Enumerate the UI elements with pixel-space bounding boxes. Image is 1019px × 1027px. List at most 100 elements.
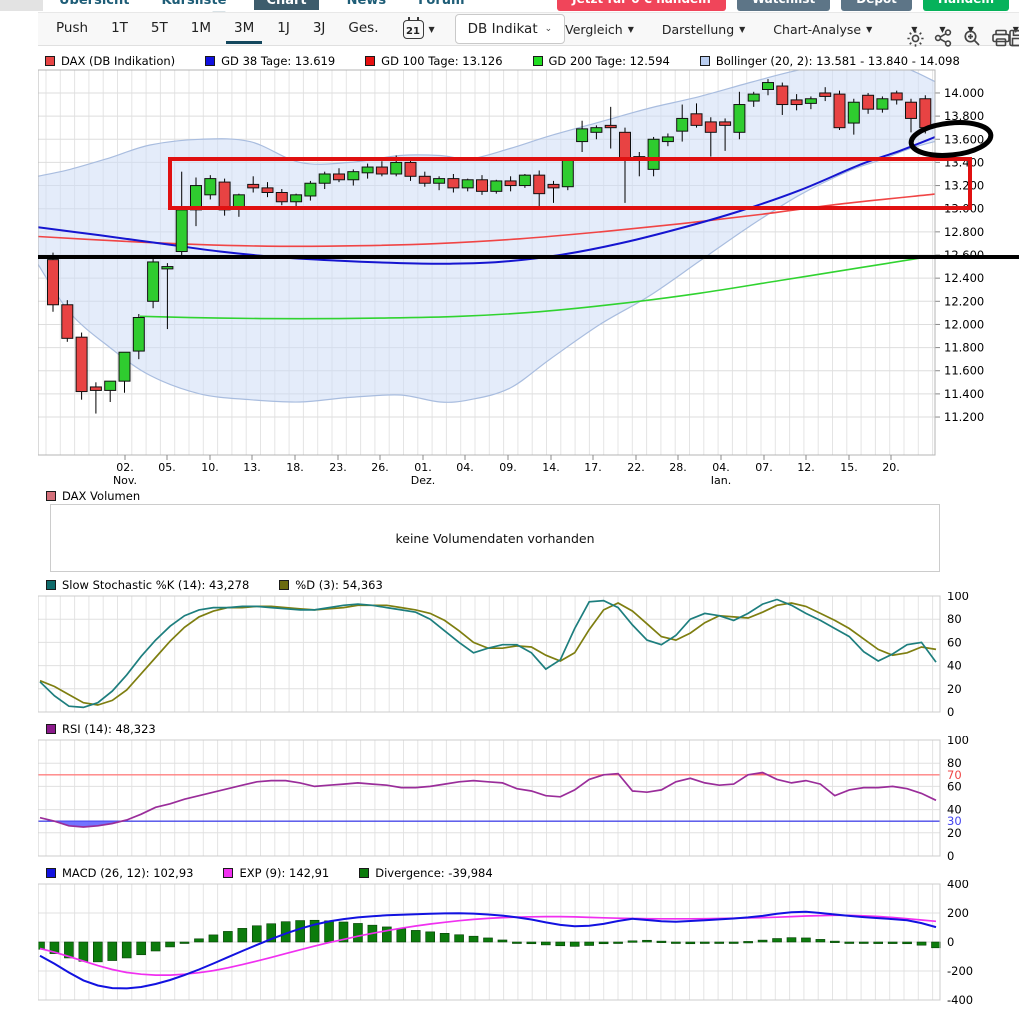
divergence-bar [49,941,60,954]
volume-empty-message: keine Volumendaten vorhanden [395,530,595,546]
chevron-down-icon: ▼ [428,24,435,34]
main-legend-item: DAX (DB Indikation) [45,54,175,68]
range-1j[interactable]: 1J [277,19,290,36]
share-button[interactable]: ▼ [934,24,952,47]
divergence-bar [526,941,537,945]
divergence-bar [468,935,479,943]
divergence-bar [136,941,146,956]
range-push[interactable]: Push [56,19,89,36]
divergence-bar [454,934,464,943]
divergence-bar [179,941,190,944]
page-margin [0,0,43,11]
menu-chart-analyse[interactable]: Chart-Analyse ▼ [773,21,873,37]
divergence-bar [656,940,667,943]
divergence-bar [555,941,566,947]
divergence-bar [266,923,277,943]
macd-legend-item: EXP (9): 142,91 [223,866,329,880]
annotation-ellipse [908,120,994,158]
svg-text:13.200: 13.200 [944,179,984,193]
stochastic-legend: Slow Stochastic %K (14): 43,278 %D (3): 5… [46,578,383,592]
divergence-bar [64,941,74,959]
calendar-button[interactable]: 21 ▼ [402,16,435,39]
tab-chart[interactable]: Chart [254,0,319,10]
svg-text:26.: 26. [371,461,389,474]
svg-text:01.: 01. [414,461,432,474]
divergence-bar [815,939,826,943]
divergence-bar [887,941,898,944]
chevron-down-icon: ▼ [939,24,946,34]
legend-color-swatch [205,56,216,66]
svg-text:22.: 22. [627,461,645,474]
svg-text:Nov.: Nov. [113,474,137,484]
nav-action-buttons: Jetzt für 0 € handeln Watchlist Depot Hande… [557,0,1009,11]
svg-text:02.: 02. [116,461,134,474]
divergence-bar [165,941,175,948]
annotation-red-box [168,157,972,210]
divergence-bar [757,939,768,943]
svg-text:12.200: 12.200 [944,294,984,308]
save-button[interactable]: ▼ [1008,25,1019,47]
tab-forum[interactable]: Forum [418,0,465,8]
divergence-bar [584,941,594,946]
indicator-select-button[interactable]: DB Indikat ⌄ [454,14,566,44]
range-1t[interactable]: 1T [111,19,128,36]
legend-label: DAX (DB Indikation) [61,54,176,68]
time-range-group: Push 1T 5T 1M 3M 1J 3J Ges. [48,15,387,44]
legend-label: %D (3): 54,363 [295,578,383,592]
menu-darstellung[interactable]: Darstellung ▼ [661,21,746,37]
handeln-button[interactable]: Handeln [922,0,1009,11]
svg-text:400: 400 [947,880,969,891]
macd-line [39,910,937,990]
legend-color-swatch [223,868,234,878]
svg-text:05.: 05. [158,461,176,474]
tab-übersicht[interactable]: Übersicht [59,0,130,8]
svg-text:Jan.: Jan. [710,474,731,484]
main-legend-item: Bollinger (20, 2): 13.581 - 13.840 - 14.… [699,54,960,68]
watchlist-button[interactable]: Watchlist [736,0,831,11]
divergence-bar [931,941,941,949]
trade-free-button[interactable]: Jetzt für 0 € handeln [557,0,726,11]
divergence-bar [801,937,811,943]
top-nav: Übersicht Kursliste Chart News Forum Jetzt f… [0,0,1019,11]
menu-vergleich[interactable]: Vergleich ▼ [565,21,634,37]
gd200-line [139,254,935,320]
svg-text:23.: 23. [329,461,347,474]
svg-text:11.800: 11.800 [944,341,984,355]
range-ges.[interactable]: Ges. [348,19,379,36]
depot-button[interactable]: Depot [841,0,912,11]
svg-text:04.: 04. [712,461,730,474]
svg-text:10.: 10. [201,461,219,474]
svg-text:30: 30 [947,814,962,828]
svg-text:40: 40 [947,659,962,673]
divergence-bar [223,931,233,943]
divergence-bar [295,920,305,943]
divergence-bar [916,941,927,946]
stochastic-chart: 100 80 60 40 20 0 [38,592,969,719]
svg-text:15.: 15. [840,461,858,474]
divergence-bar [396,928,407,943]
range-1m[interactable]: 1M [190,19,211,36]
range-3m[interactable]: 3M [226,15,263,44]
range-5t[interactable]: 5T [150,19,168,36]
svg-text:-400: -400 [947,993,973,1007]
divergence-bar [714,941,725,944]
divergence-bar [107,941,118,961]
chevron-down-icon: ▼ [739,24,746,34]
divergence-bar [93,941,103,963]
zoom-in-button[interactable]: ▼ [963,25,980,46]
divergence-bar [353,923,363,943]
svg-text:12.400: 12.400 [944,271,984,285]
main-legend-item: GD 100 Tage: 13.126 [365,54,503,68]
divergence-bar [512,941,522,944]
range-3j[interactable]: 3J [312,19,326,36]
divergence-bar [671,941,681,944]
tab-kursliste[interactable]: Kursliste [161,0,227,8]
gear-button[interactable]: ▼ [906,25,924,47]
legend-color-swatch [45,56,55,66]
legend-color-swatch [46,491,56,501]
tab-news[interactable]: News [346,0,387,8]
divergence-bar [541,941,551,946]
calendar-icon: 21 [402,16,424,39]
divergence-bar [251,925,262,943]
svg-text:200: 200 [947,906,969,920]
